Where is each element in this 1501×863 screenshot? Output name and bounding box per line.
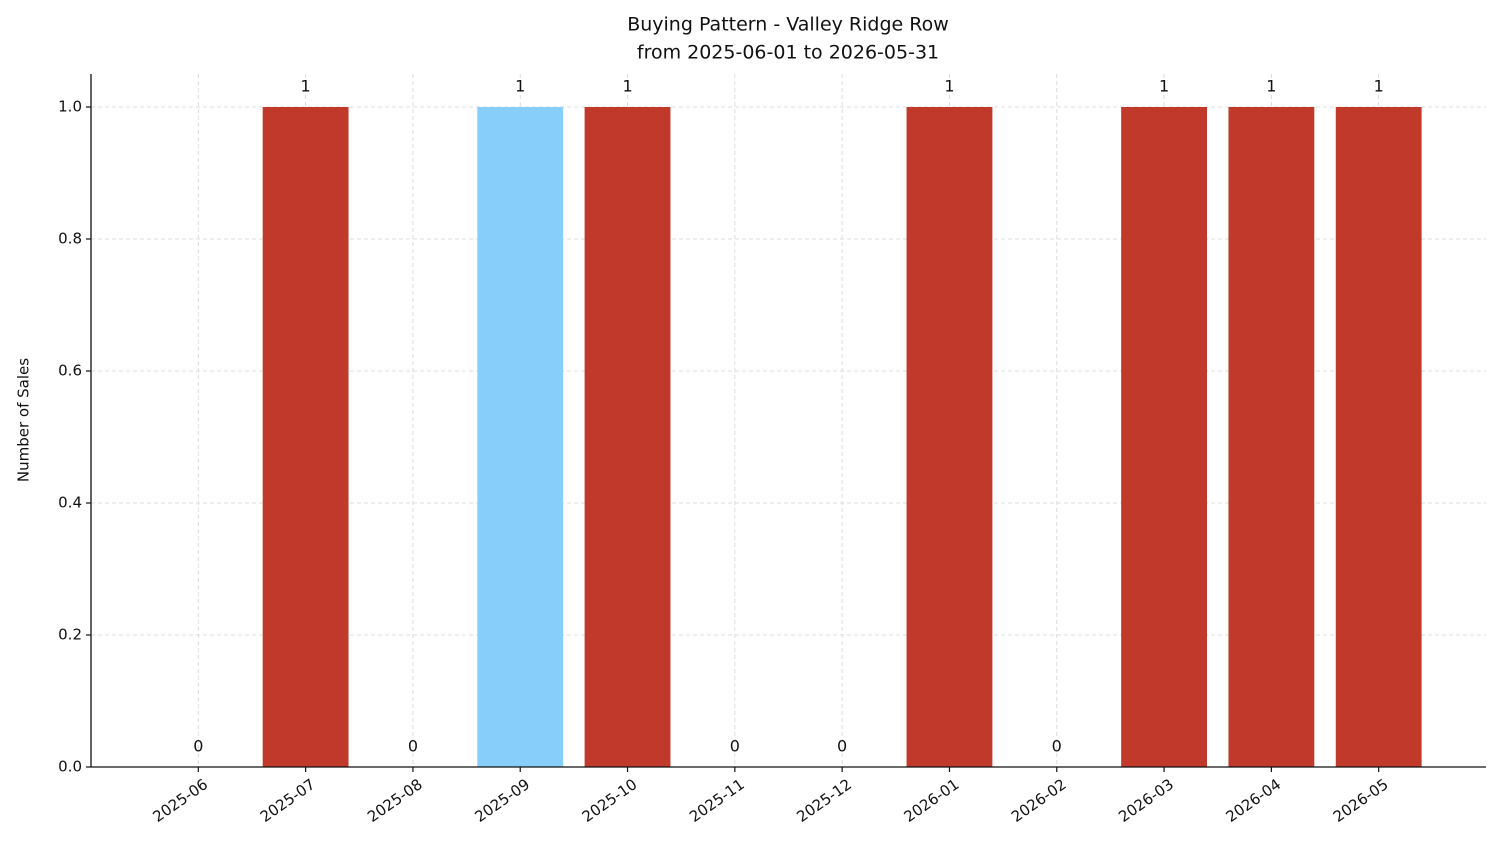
value-label: 0	[837, 737, 847, 756]
x-tick-label: 2026-05	[1330, 775, 1392, 826]
x-tick-label: 2025-09	[471, 775, 533, 826]
bar	[1335, 107, 1422, 767]
y-tick-label: 0.6	[58, 362, 82, 380]
bar	[1121, 107, 1207, 767]
value-label: 1	[1374, 77, 1384, 96]
bar	[584, 107, 671, 767]
value-label: 1	[1159, 77, 1169, 96]
x-tick-label: 2025-12	[793, 775, 855, 826]
bar	[477, 107, 564, 767]
value-label: 0	[408, 737, 418, 756]
chart-subtitle: from 2025-06-01 to 2026-05-31	[637, 42, 939, 64]
x-tick-label: 2025-06	[150, 775, 212, 826]
x-tick-label: 2025-07	[257, 775, 319, 826]
bar	[1228, 107, 1315, 767]
value-label: 1	[515, 77, 525, 96]
x-tick-label: 2026-02	[1008, 775, 1070, 826]
x-tick-label: 2026-03	[1115, 775, 1177, 826]
x-tick-label: 2025-11	[686, 775, 748, 826]
value-label: 1	[1266, 77, 1276, 96]
value-label: 0	[730, 737, 740, 756]
bar	[262, 107, 349, 767]
x-tick-label: 2025-08	[364, 775, 426, 826]
y-tick-label: 0.2	[58, 626, 82, 644]
x-tick-label: 2025-10	[579, 775, 641, 826]
value-label: 0	[1052, 737, 1062, 756]
value-label: 1	[944, 77, 954, 96]
y-tick-label: 1.0	[58, 98, 82, 116]
chart-title: Buying Pattern - Valley Ridge Row	[627, 14, 949, 36]
y-axis-label: Number of Sales	[15, 358, 33, 482]
bar	[906, 107, 993, 767]
y-tick-label: 0.8	[58, 230, 82, 248]
x-tick-label: 2026-01	[901, 775, 963, 826]
x-tick-label: 2026-04	[1223, 775, 1285, 826]
value-label: 0	[193, 737, 203, 756]
value-label: 1	[622, 77, 632, 96]
y-tick-label: 0.0	[58, 758, 82, 776]
y-tick-label: 0.4	[58, 494, 82, 512]
value-label: 1	[301, 77, 311, 96]
